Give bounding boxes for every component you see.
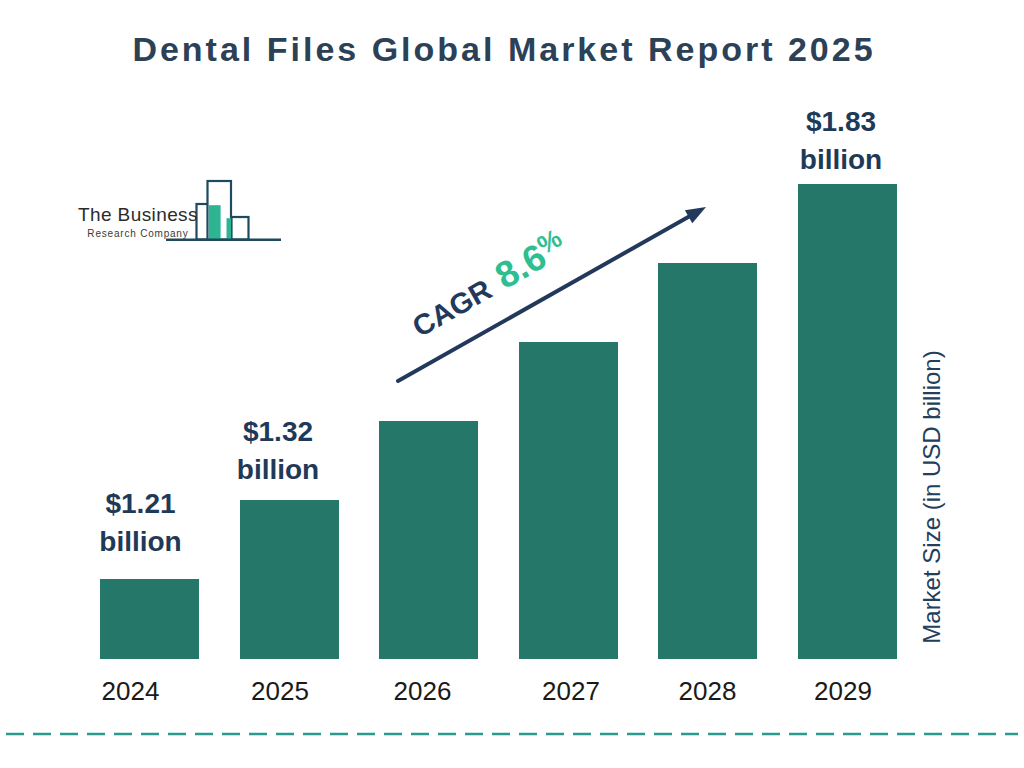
bottom-dashed-divider [0, 0, 1024, 768]
chart-page: Dental Files Global Market Report 2025 T… [0, 0, 1024, 768]
